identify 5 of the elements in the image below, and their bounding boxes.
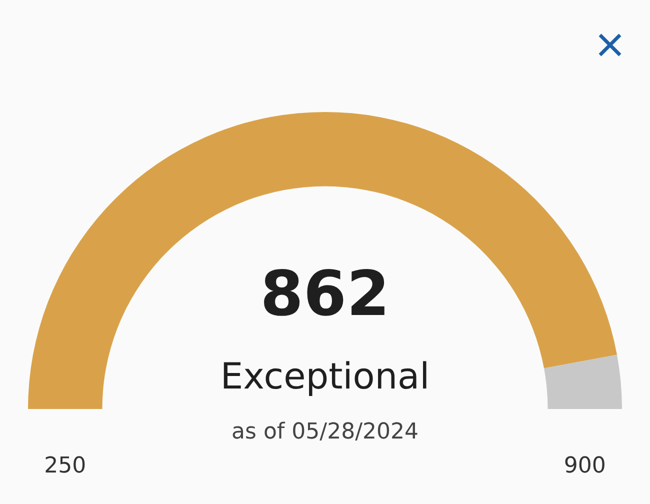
text: 862 (260, 257, 390, 330)
text: Exceptional (220, 356, 430, 398)
text: as of 05/28/2024 (232, 419, 418, 444)
text: 900 (564, 454, 606, 479)
text: 250 (44, 454, 86, 479)
